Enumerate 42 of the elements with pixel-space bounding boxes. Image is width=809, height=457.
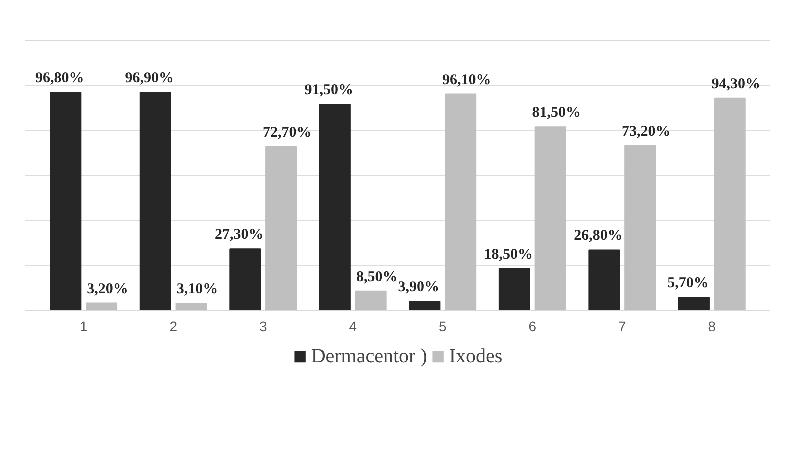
data-label: 27,30%: [215, 227, 264, 244]
bar: [445, 94, 477, 310]
data-label: 73,20%: [622, 124, 671, 140]
data-label: 81,50%: [532, 105, 581, 122]
bar: [140, 92, 172, 310]
bar: [266, 146, 298, 310]
data-label: 91,50%: [304, 82, 354, 99]
data-label: 3,90%: [398, 280, 440, 296]
data-label: 3,10%: [176, 282, 218, 298]
data-label: 94,30%: [712, 76, 760, 92]
x-tick-label: 8: [708, 318, 716, 334]
bar: [319, 104, 351, 310]
data-label: 26,80%: [574, 228, 623, 244]
data-label: 96,80%: [36, 70, 84, 87]
legend-label: Ixodes: [449, 345, 503, 368]
x-tick-label: 7: [618, 318, 627, 334]
x-tick-label: 2: [170, 318, 178, 334]
x-tick-label: 6: [528, 318, 537, 334]
bar: [714, 98, 746, 310]
bar: [588, 250, 620, 310]
x-tick-label: 4: [349, 318, 358, 334]
x-tick-label: 5: [438, 318, 447, 334]
data-label: 72,70%: [262, 124, 312, 141]
bar: [498, 268, 530, 310]
bar: [86, 302, 118, 310]
x-tick-label: 1: [80, 318, 88, 334]
legend-label: Dermacentor ): [311, 345, 428, 368]
x-tick-label: 3: [259, 318, 268, 334]
bar: [624, 145, 656, 310]
bar: [176, 303, 208, 310]
bar: [355, 290, 387, 310]
bar: [534, 126, 566, 310]
data-label: 5,70%: [668, 276, 709, 292]
data-label: 18,50%: [484, 246, 534, 263]
bar: [678, 297, 710, 310]
bar: [50, 92, 82, 310]
bar: [409, 301, 441, 310]
bar: [230, 248, 262, 310]
data-label: 96,90%: [125, 70, 174, 86]
data-label: 8,50%: [356, 269, 398, 286]
data-label: 96,10%: [442, 72, 492, 88]
data-label: 3,20%: [87, 281, 128, 298]
